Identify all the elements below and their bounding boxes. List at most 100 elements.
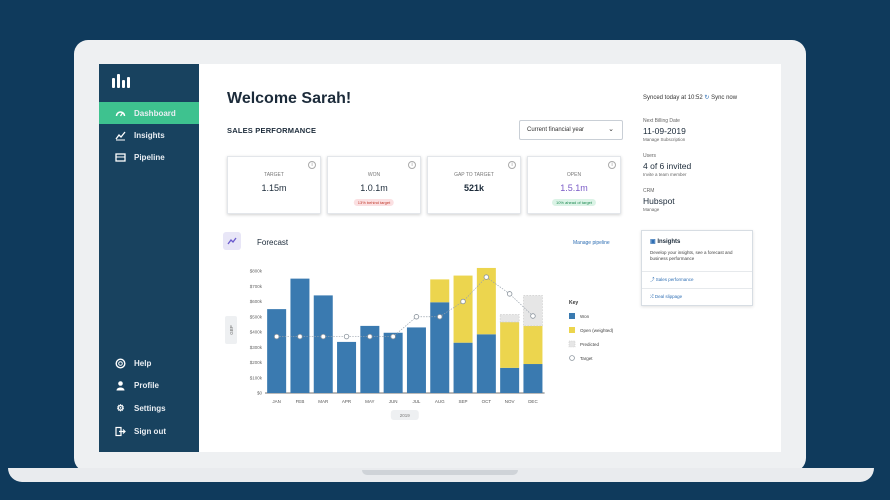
deal-slippage-link[interactable]: ⤮ Deal slippage	[650, 294, 682, 299]
insights-title: ▣ Insights	[650, 238, 680, 245]
status-badge: 13% behind target	[353, 199, 395, 206]
trend-chart-icon	[115, 130, 126, 141]
board-icon	[115, 152, 126, 163]
sync-now-link[interactable]: Sync now	[711, 95, 738, 101]
invite-member-link[interactable]: Invite a team member	[643, 172, 687, 177]
section-title: SALES PERFORMANCE	[227, 126, 317, 135]
kpi-label: WON	[367, 172, 381, 178]
legend-swatch	[569, 327, 575, 333]
x-tick-label: FEB	[296, 399, 305, 404]
kpi-value: 1.5.1m	[560, 183, 588, 193]
kpi-card-open: i OPEN 1.5.1m 10% ahead of target	[527, 156, 621, 214]
target-point-feb	[297, 333, 303, 340]
bar-open-weighted--aug	[430, 279, 450, 303]
sidebar: Dashboard Insights Pipeline Help Profile	[99, 64, 199, 452]
refresh-icon: ↻	[704, 95, 710, 101]
sidebar-item-label: Profile	[134, 380, 159, 390]
status-badge: 10% ahead of target	[551, 199, 597, 206]
kpi-label: GAP TO TARGET	[454, 172, 494, 178]
manage-subscription-link[interactable]: Manage Subscription	[643, 137, 686, 142]
sync-status: Synced today at 10:52 ↻ Sync now	[643, 94, 737, 101]
y-axis-label-box	[225, 316, 237, 344]
y-tick-label: $100k	[250, 375, 263, 380]
period-select-value: Current financial year	[527, 127, 585, 133]
target-point-jun	[390, 333, 396, 340]
deal-slippage-link-text: Deal slippage	[654, 294, 683, 299]
insights-title-text: Insights	[657, 239, 681, 245]
bar-won-aug	[430, 302, 450, 393]
target-point-sep	[460, 298, 466, 305]
y-tick-label: $0	[257, 391, 263, 396]
y-tick-label: $700k	[250, 284, 263, 289]
bar-won-jul	[406, 327, 426, 393]
users-info: Users 4 of 6 invited Invite a team membe…	[643, 153, 691, 177]
info-icon[interactable]: i	[608, 161, 616, 169]
lifebuoy-icon	[115, 357, 126, 369]
sidebar-item-profile[interactable]: Profile	[99, 374, 199, 396]
insights-card: ▣ Insights Develop your insights, see a …	[641, 230, 753, 306]
chart-icon: ⤴	[650, 277, 655, 282]
sidebar-item-label: Settings	[134, 403, 166, 413]
billing-info: Next Billing Date 11-09-2019 Manage Subs…	[643, 118, 686, 142]
y-tick-label: $800k	[250, 269, 263, 274]
info-value: 4 of 6 invited	[643, 161, 692, 171]
sidebar-item-settings[interactable]: ⚙ Settings	[99, 397, 199, 419]
bar-open-weighted--dec	[523, 325, 543, 365]
sidebar-item-label: Insights	[134, 130, 165, 140]
target-point-jan	[273, 333, 280, 340]
target-point-aug	[437, 314, 443, 320]
target-point-may	[367, 333, 373, 340]
laptop-notch	[362, 470, 518, 475]
y-tick-label: $200k	[250, 360, 263, 365]
sales-performance-link[interactable]: ⤴ Sales performance	[650, 277, 694, 283]
bar-won-sep	[453, 342, 473, 393]
bar-chart-logo-icon[interactable]	[112, 74, 132, 88]
info-icon[interactable]: i	[308, 161, 316, 169]
laptop-base	[8, 468, 874, 482]
sidebar-item-pipeline[interactable]: Pipeline	[99, 146, 199, 168]
legend-label: Open (weighted)	[580, 328, 614, 333]
account-panel: Synced today at 10:52 ↻ Sync now Next Bi…	[639, 64, 781, 452]
target-point-dec	[530, 313, 536, 319]
info-label: CRM	[643, 188, 655, 194]
legend-swatch	[568, 340, 576, 348]
info-value: Hubspot	[643, 196, 675, 206]
kpi-card-won: i WON 1.0.1m 13% behind target	[327, 156, 421, 214]
target-point-mar	[320, 333, 326, 340]
target-point-apr	[343, 333, 350, 340]
bar-won-may	[360, 325, 380, 393]
insights-icon: ▣	[650, 239, 656, 245]
sidebar-item-label: Pipeline	[134, 152, 165, 162]
info-icon[interactable]: i	[408, 161, 416, 169]
main-content: Welcome Sarah! SALES PERFORMANCE Current…	[199, 64, 629, 452]
x-tick-label: DEC	[528, 399, 538, 404]
chevron-down-icon: ⌄	[608, 126, 614, 133]
legend-label: Target	[580, 356, 593, 361]
bar-open-weighted--oct	[476, 267, 496, 335]
legend-swatch	[569, 313, 575, 319]
info-value: 11-09-2019	[643, 126, 686, 136]
crm-info: CRM Hubspot Manage	[643, 188, 675, 212]
sales-performance-link-text: Sales performance	[655, 277, 694, 282]
sidebar-item-help[interactable]: Help	[99, 352, 199, 374]
sidebar-item-dashboard[interactable]: Dashboard	[99, 102, 199, 124]
divider	[642, 288, 752, 289]
sidebar-item-label: Sign out	[134, 426, 166, 436]
info-icon[interactable]: i	[508, 161, 516, 169]
x-tick-label: MAR	[318, 399, 329, 404]
bar-open-weighted--nov	[500, 322, 520, 368]
x-tick-label: NOV	[505, 399, 515, 404]
x-axis-label: 2019	[400, 413, 411, 418]
period-select[interactable]: Current financial year ⌄	[519, 120, 623, 140]
manage-crm-link[interactable]: Manage	[643, 207, 660, 212]
bar-won-jun	[383, 332, 403, 393]
app-screen: Dashboard Insights Pipeline Help Profile	[99, 64, 781, 452]
sidebar-item-label: Help	[134, 358, 152, 368]
y-axis-label: GBP	[229, 325, 234, 335]
gear-icon: ⚙	[116, 402, 125, 413]
insights-description: Develop your insights, see a forecast an…	[650, 250, 733, 261]
sidebar-item-sign-out[interactable]: Sign out	[99, 420, 199, 442]
manage-pipeline-link[interactable]: Manage pipeline	[573, 240, 610, 246]
bar-open-weighted--sep	[453, 275, 473, 343]
sidebar-item-insights[interactable]: Insights	[99, 124, 199, 146]
